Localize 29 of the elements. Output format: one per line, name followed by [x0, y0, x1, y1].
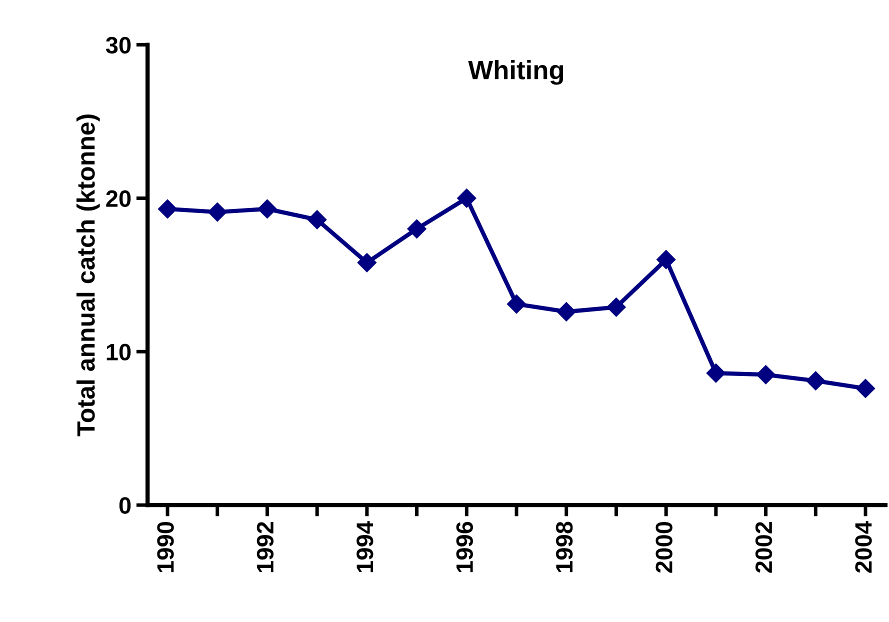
point [756, 365, 776, 384]
text: Whiting [468, 60, 564, 85]
x-tick-label: 1998 [556, 522, 573, 572]
point [806, 371, 826, 390]
x-tick-label: 1994 [356, 521, 374, 572]
point [258, 199, 277, 218]
point [506, 294, 526, 314]
point [308, 210, 327, 230]
point [158, 199, 178, 218]
point [457, 188, 476, 208]
x-tick-label: 2002 [755, 522, 772, 573]
point [706, 364, 726, 383]
point [407, 219, 426, 238]
y-axis-title: Total annual catch (ktonne) [76, 114, 100, 436]
point [208, 202, 227, 222]
point [856, 378, 876, 398]
point [556, 302, 576, 322]
x-tick-label: 1992 [256, 522, 274, 572]
x-tick-label: 1990 [157, 522, 174, 572]
x-tick-label: 1996 [456, 522, 473, 572]
y-tick-label: 0 [119, 497, 131, 514]
x-tick-label: 2004 [855, 521, 872, 573]
y-tick-label: 10 [106, 344, 131, 360]
point [606, 298, 626, 317]
point [357, 253, 376, 272]
x-tick-label: 2000 [656, 522, 672, 573]
y-tick-label: 30 [106, 36, 131, 54]
y-tick-label: 20 [106, 190, 131, 207]
point [656, 250, 676, 270]
